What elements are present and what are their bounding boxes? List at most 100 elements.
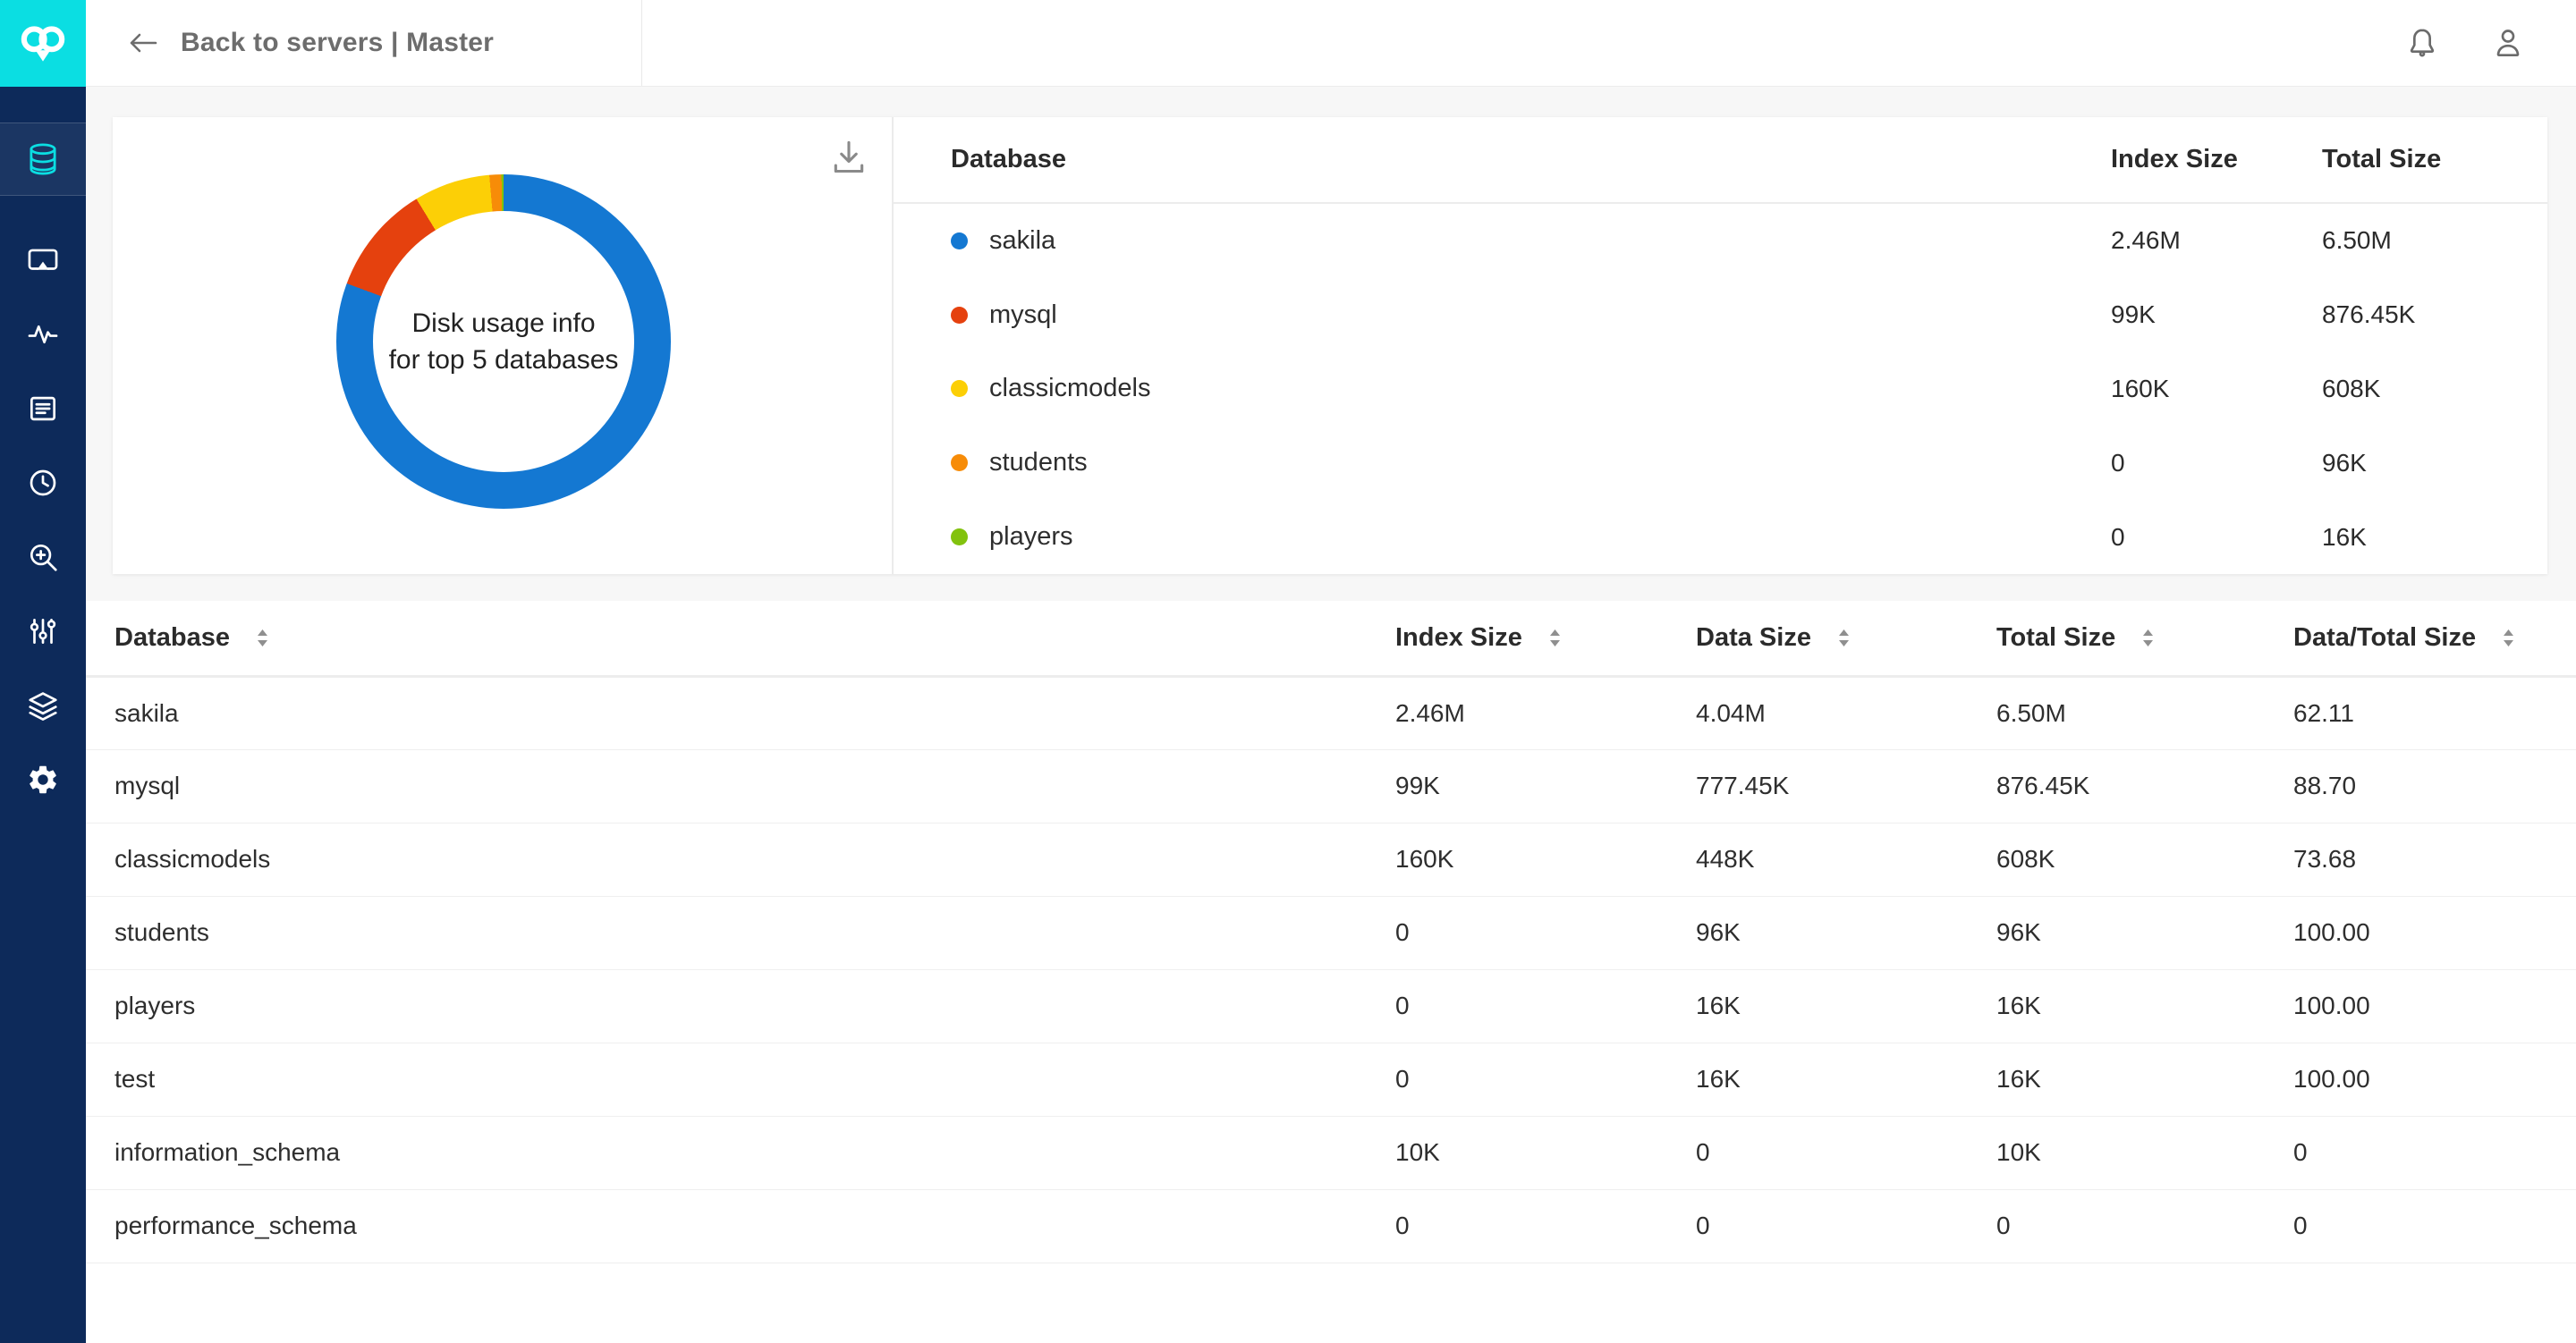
back-to-servers-button[interactable]: Back to servers | Master — [86, 0, 642, 86]
legend-color-dot — [951, 306, 968, 324]
legend-color-dot — [951, 232, 968, 249]
cell-index-size: 0 — [1367, 1043, 1667, 1117]
database-name: students — [989, 448, 1088, 477]
cell-index-size: 0 — [1367, 1189, 1667, 1263]
header-actions — [2404, 0, 2576, 86]
cell-total-size: 876.45K — [1968, 749, 2265, 824]
cell-database: test — [86, 1043, 1367, 1117]
total-size-value: 16K — [2322, 522, 2367, 551]
index-size-value: 0 — [2111, 448, 2125, 477]
cell-total-size: 608K — [1968, 823, 2265, 897]
sidebar — [0, 0, 86, 1343]
total-size-value: 96K — [2322, 448, 2367, 477]
donut-chart[interactable]: Disk usage info for top 5 databases — [336, 174, 671, 509]
legend-row: students 0 96K — [894, 426, 2547, 500]
legend-row: players 0 16K — [894, 500, 2547, 574]
sort-icon — [1836, 628, 1852, 648]
legend-color-dot — [951, 528, 968, 546]
cell-data-total-size: 0 — [2265, 1189, 2576, 1263]
table-row: students 0 96K 96K 100.00 — [86, 896, 2576, 970]
cell-total-size: 16K — [1968, 1043, 2265, 1117]
column-header-index-size: Index Size — [2111, 145, 2238, 173]
cell-data-total-size: 73.68 — [2265, 823, 2576, 897]
sidebar-item-logs[interactable] — [0, 371, 86, 445]
top-databases-table: Database Index Size Total Size sakila 2.… — [892, 117, 2547, 574]
total-size-value: 876.45K — [2322, 300, 2416, 329]
sliders-icon — [26, 614, 60, 648]
cell-data-size: 777.45K — [1667, 749, 1968, 824]
table-row: sakila 2.46M 4.04M 6.50M 62.11 — [86, 676, 2576, 750]
cell-data-size: 0 — [1667, 1189, 1968, 1263]
legend-row: sakila 2.46M 6.50M — [894, 204, 2547, 278]
sidebar-nav — [0, 223, 86, 816]
table-row: test 0 16K 16K 100.00 — [86, 1043, 2576, 1117]
sort-icon — [2501, 628, 2516, 648]
database-name: sakila — [989, 225, 1056, 255]
top-header: Back to servers | Master — [86, 0, 2576, 87]
donut-center-label: Disk usage info for top 5 databases — [373, 211, 634, 472]
cell-index-size: 0 — [1367, 969, 1667, 1043]
column-header-total-size: Total Size — [2322, 145, 2442, 173]
disk-usage-card: Disk usage info for top 5 databases Data… — [113, 117, 2547, 574]
column-header-database: Database — [951, 145, 1066, 173]
clock-icon — [26, 466, 60, 500]
sort-header-database[interactable]: Database — [86, 601, 1367, 678]
cell-data-total-size: 88.70 — [2265, 749, 2576, 824]
cell-index-size: 10K — [1367, 1116, 1667, 1190]
sidebar-item-monitors[interactable] — [0, 297, 86, 371]
cell-database: performance_schema — [86, 1189, 1367, 1263]
monitor-cast-icon — [26, 243, 60, 277]
databases-table-section: Database Index Size Data Size Total Size… — [86, 601, 2576, 1343]
cell-data-total-size: 0 — [2265, 1116, 2576, 1190]
table-row: performance_schema 0 0 0 0 — [86, 1189, 2576, 1263]
total-size-value: 6.50M — [2322, 226, 2392, 255]
legend-row: mysql 99K 876.45K — [894, 278, 2547, 352]
cell-index-size: 0 — [1367, 896, 1667, 970]
app-logo[interactable] — [0, 0, 86, 87]
sidebar-item-realtime[interactable] — [0, 445, 86, 519]
pulse-icon — [26, 317, 60, 351]
cell-data-size: 16K — [1667, 969, 1968, 1043]
sidebar-item-settings[interactable] — [0, 742, 86, 816]
sidebar-item-replication[interactable] — [0, 668, 86, 742]
sort-icon — [1547, 628, 1563, 648]
cell-data-total-size: 62.11 — [2265, 676, 2576, 750]
database-name: classicmodels — [989, 374, 1151, 403]
sidebar-item-tools[interactable] — [0, 594, 86, 668]
cell-total-size: 0 — [1968, 1189, 2265, 1263]
cell-database: information_schema — [86, 1116, 1367, 1190]
cell-index-size: 99K — [1367, 749, 1667, 824]
cell-index-size: 160K — [1367, 823, 1667, 897]
cell-data-total-size: 100.00 — [2265, 896, 2576, 970]
cell-total-size: 96K — [1968, 896, 2265, 970]
cell-index-size: 2.46M — [1367, 676, 1667, 750]
sort-header-total-size[interactable]: Total Size — [1968, 601, 2265, 678]
download-icon[interactable] — [829, 137, 869, 176]
total-size-value: 608K — [2322, 374, 2381, 402]
sort-icon — [2140, 628, 2156, 648]
sidebar-item-query-analyzer[interactable] — [0, 519, 86, 594]
page-title: Back to servers | Master — [181, 28, 495, 57]
gear-icon — [26, 763, 60, 797]
cell-data-size: 96K — [1667, 896, 1968, 970]
user-icon[interactable] — [2490, 25, 2526, 61]
legend-color-dot — [951, 454, 968, 472]
cell-data-size: 0 — [1667, 1116, 1968, 1190]
sidebar-item-dashboard[interactable] — [0, 223, 86, 297]
cell-database: students — [86, 896, 1367, 970]
sort-header-data-size[interactable]: Data Size — [1667, 601, 1968, 678]
index-size-value: 0 — [2111, 522, 2125, 551]
index-size-value: 160K — [2111, 374, 2170, 402]
bell-icon[interactable] — [2404, 25, 2440, 61]
sort-header-data-total-size[interactable]: Data/Total Size — [2265, 601, 2576, 678]
sidebar-item-databases[interactable] — [0, 122, 86, 196]
index-size-value: 2.46M — [2111, 226, 2181, 255]
zoom-in-icon — [26, 540, 60, 574]
owl-logo-icon — [13, 14, 72, 73]
back-arrow-icon — [127, 30, 159, 55]
index-size-value: 99K — [2111, 300, 2156, 329]
legend-table-header: Database Index Size Total Size — [894, 117, 2547, 204]
table-row: mysql 99K 777.45K 876.45K 88.70 — [86, 749, 2576, 824]
sort-header-index-size[interactable]: Index Size — [1367, 601, 1667, 678]
